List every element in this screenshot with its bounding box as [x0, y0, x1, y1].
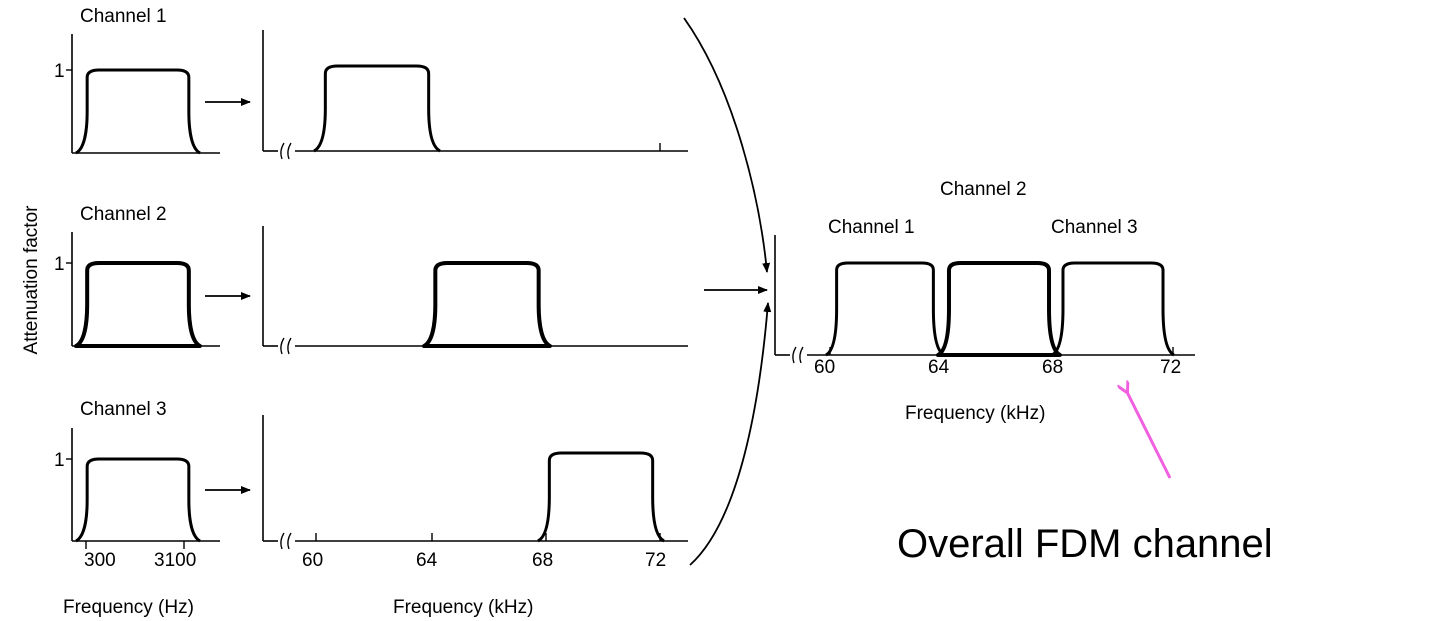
combined-tick-label-64: 64 — [928, 357, 950, 378]
baseband-3-unit-label: 1 — [54, 450, 65, 471]
shifted-2-curve — [422, 261, 552, 348]
baseband-tick-label-3100: 3100 — [154, 550, 196, 571]
combined-tick-label-72: 72 — [1160, 357, 1181, 378]
baseband-1-unit-label: 1 — [54, 61, 65, 82]
shifted-3-curve — [537, 451, 665, 543]
baseband-title-channel-3: Channel 3 — [80, 399, 167, 420]
baseband-1-curve — [75, 68, 201, 155]
combined-curve-channel-2 — [936, 261, 1062, 357]
shifted-3-axis-break — [280, 532, 292, 550]
y-axis-label: Attenuation factor — [21, 205, 42, 355]
baseband-title-channel-2: Channel 2 — [80, 204, 167, 225]
callout-arrow — [1127, 392, 1172, 479]
shifted-tick-label-60: 60 — [302, 550, 323, 571]
baseband-2-unit-label: 1 — [54, 254, 65, 275]
baseband-title-channel-1: Channel 1 — [80, 6, 167, 27]
baseband-x-axis-label: Frequency (Hz) — [63, 597, 194, 618]
shifted-x-axis-label: Frequency (kHz) — [393, 597, 533, 618]
shifted-tick-label-68: 68 — [532, 550, 553, 571]
combined-label-channel-1: Channel 1 — [828, 217, 915, 238]
combined-label-channel-3: Channel 3 — [1051, 217, 1138, 238]
shifted-1-axis-break — [280, 142, 292, 160]
combine-arrow-3 — [689, 302, 772, 566]
shifted-tick-label-64: 64 — [416, 550, 438, 571]
shifted-1-curve — [313, 64, 441, 153]
callout-text: Overall FDM channel — [897, 522, 1273, 566]
combined-tick-label-68: 68 — [1042, 357, 1063, 378]
shifted-tick-label-72: 72 — [645, 550, 666, 571]
combined-x-axis-label: Frequency (kHz) — [905, 403, 1045, 424]
combined-label-channel-2: Channel 2 — [940, 179, 1027, 200]
shifted-2-axis-break — [280, 337, 292, 355]
baseband-2-curve — [74, 261, 202, 348]
combined-tick-label-60: 60 — [814, 357, 835, 378]
combined-curve-channel-1 — [825, 261, 945, 357]
combined-axis-break — [792, 346, 804, 364]
combine-arrow-1 — [683, 17, 771, 273]
combined-curve-channel-3 — [1051, 261, 1175, 357]
baseband-tick-label-300: 300 — [84, 550, 116, 571]
baseband-3-curve — [75, 457, 201, 543]
